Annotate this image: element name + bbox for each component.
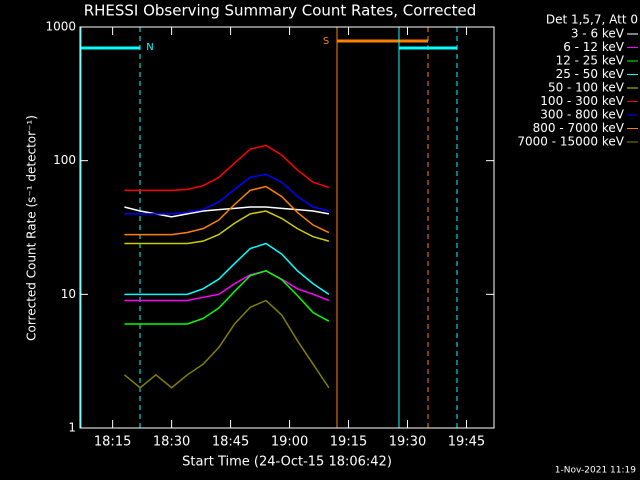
x-tick-label: 19:15	[330, 435, 367, 450]
series-line	[123, 299, 330, 389]
x-tick-label: 18:45	[212, 435, 249, 450]
annotation: N	[146, 42, 153, 53]
x-tick-label: 19:30	[389, 435, 426, 450]
y-tick-label: 10	[61, 287, 76, 301]
chart-title: RHESSI Observing Summary Count Rates, Co…	[84, 2, 477, 20]
footer: 1-Nov-2021 11:19	[555, 466, 637, 476]
series-line	[124, 269, 330, 302]
series-line	[124, 173, 330, 215]
legend-label: 7000 - 15000 keV	[517, 135, 624, 149]
x-tick-label: 19:00	[271, 435, 308, 450]
legend-label: 25 - 50 keV	[556, 67, 625, 81]
series-line	[124, 144, 330, 192]
series-line	[124, 210, 330, 245]
intervals: N S	[80, 27, 458, 428]
legend-label: 3 - 6 keV	[571, 27, 625, 41]
y-tick-label: 1	[68, 421, 76, 435]
y-axis-label: Corrected Count Rate (s⁻¹ detector⁻¹)	[25, 115, 39, 341]
legend-label: 800 - 7000 keV	[533, 121, 625, 135]
y-tick-label: 100	[53, 153, 76, 167]
legend-label: 100 - 300 keV	[540, 94, 624, 108]
plot-frame	[79, 26, 495, 429]
legend-label: 50 - 100 keV	[548, 81, 625, 95]
x-tick-label: 19:45	[448, 435, 485, 450]
x-axis-label: Start Time (24-Oct-15 18:06:42)	[182, 455, 392, 470]
series-line	[124, 269, 330, 325]
y-tick-label: 1000	[45, 20, 76, 34]
series-line	[124, 185, 330, 236]
series-line	[124, 242, 330, 296]
x-tick-label: 18:30	[153, 435, 190, 450]
legend-title: Det 1,5,7, Att 0	[546, 13, 638, 27]
legend-label: 6 - 12 keV	[563, 40, 625, 54]
legend-label: 12 - 25 keV	[556, 54, 625, 68]
x-tick-label: 18:15	[94, 435, 131, 450]
annotation: S	[323, 36, 329, 47]
legend-label: 300 - 800 keV	[540, 108, 624, 122]
